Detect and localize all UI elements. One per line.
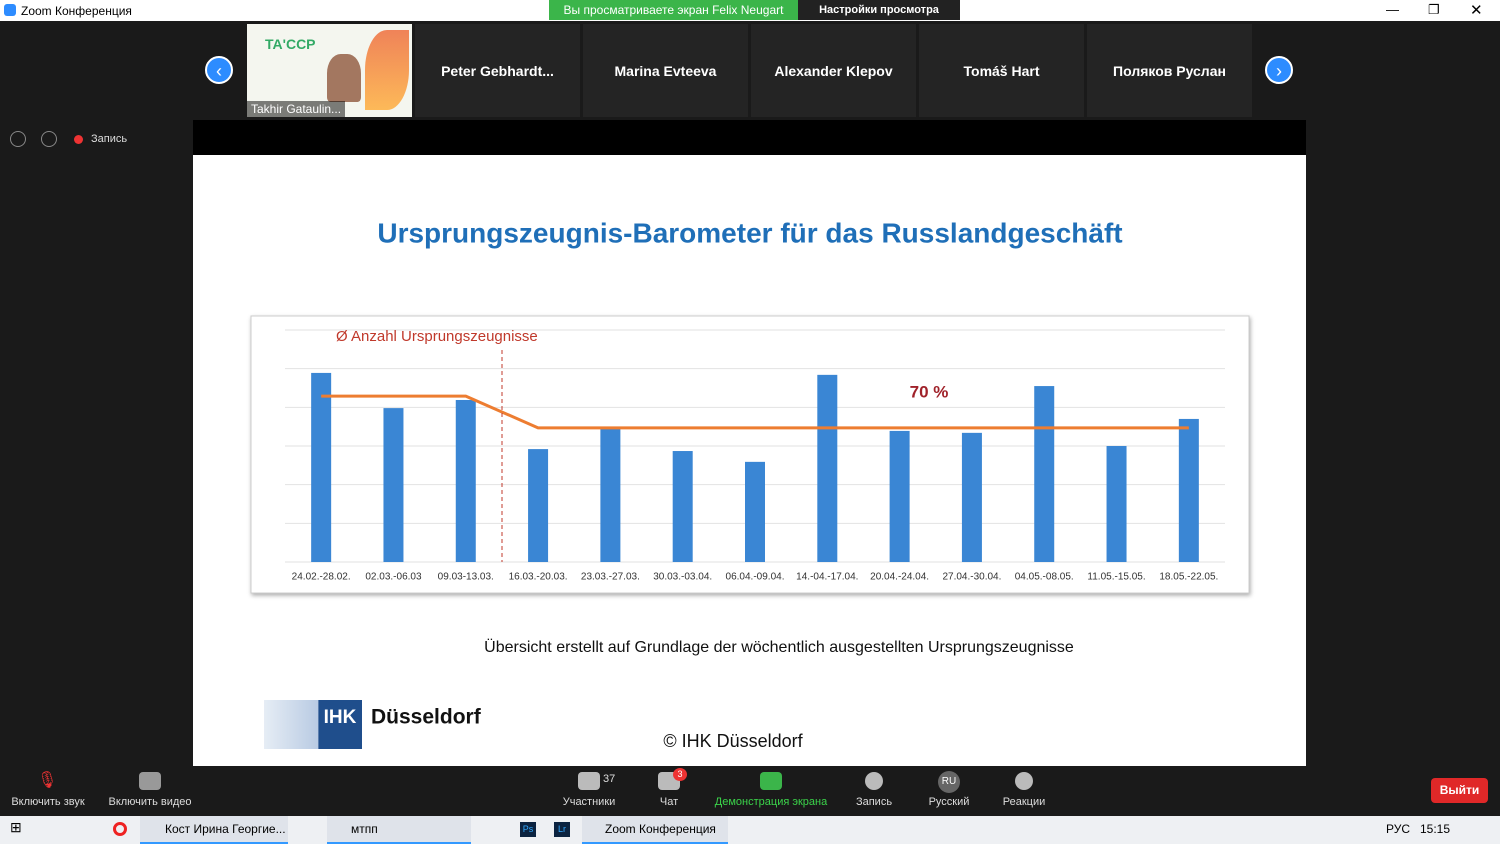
logo-abbr: IHK [324,707,357,728]
clock[interactable]: 15:15 [1420,822,1451,836]
chat-button[interactable]: Чат [659,796,679,808]
task-chrome-label: Кост Ирина Георгие... [165,822,286,836]
participant-tile[interactable]: Marina Evteeva [583,24,748,117]
participant-name: Takhir Gataulin... [247,101,346,117]
participant-name: Alexander Klepov [774,62,893,79]
share-icon[interactable] [760,772,782,790]
x-tick-label: 02.03.-06.03 [365,572,422,583]
participant-tile[interactable]: Поляков Руслан [1087,24,1252,117]
share-button[interactable]: Демонстрация экрана [714,796,828,808]
ps-icon[interactable]: Ps [520,822,536,837]
video-icon[interactable] [139,772,161,790]
bar [383,408,404,562]
toolbar [0,766,1500,816]
record-button[interactable]: Запись [855,796,893,808]
x-tick-label: 18.05.-22.05. [1159,572,1218,583]
task-zoom-label: Zoom Конференция [605,822,716,836]
minimize[interactable]: — [1386,2,1399,17]
tile-logo: TA'CCP [265,36,316,52]
bar [745,461,765,562]
person [327,54,361,102]
x-tick-label: 27.04.-30.04. [942,572,1001,583]
view-options[interactable]: Настройки просмотра [798,0,960,20]
x-tick-label: 30.03.-03.04. [653,572,712,583]
record-dot [74,135,83,144]
task-folder-label: мтпп [351,822,378,836]
input-language[interactable]: РУС [1386,822,1411,836]
bar [600,428,621,562]
reactions-icon[interactable] [1015,772,1033,790]
security-icon[interactable] [41,131,57,147]
video-button[interactable]: Включить видео [108,796,192,808]
participant-tile[interactable]: Peter Gebhardt... [415,24,580,117]
participants-button[interactable]: Участники [562,796,616,808]
language-button[interactable]: Русский [928,796,970,808]
viewing-banner: Вы просматриваете экран Felix Neugart [549,0,798,20]
participant-tile[interactable]: Alexander Klepov [751,24,916,117]
bar [1034,386,1055,562]
average-line [321,394,1189,430]
tile-decor [365,30,409,110]
x-tick-label: 16.03.-20.03. [509,572,568,583]
participants-icon[interactable] [578,772,600,790]
opera-icon[interactable] [113,822,127,836]
lr-icon[interactable]: Lr [554,822,570,837]
bar [1106,446,1127,562]
participant-name: Marina Evteeva [614,62,717,79]
copyright: © IHK Düsseldorf [663,731,803,751]
line-legend: Ø Anzahl Ursprungszeugnisse [336,328,538,345]
language-icon[interactable]: RU [938,771,960,793]
x-tick-label: 23.03.-27.03. [581,572,640,583]
bar [889,430,910,562]
footnote: Übersicht erstellt auf Grundlage der wöc… [484,638,1074,656]
task-chrome[interactable] [140,816,288,844]
bar [528,449,549,562]
participants-count: 37 [603,773,616,785]
mic-icon[interactable]: 🎙 [37,772,58,789]
participant-name: Поляков Руслан [1113,62,1226,79]
close[interactable]: ✕ [1470,2,1483,19]
x-tick-label: 24.02.-28.02. [292,572,351,583]
chart-title: Ursprungszeugnis-Barometer für das Russl… [377,217,1122,248]
x-tick-label: 11.05.-15.05. [1087,572,1145,583]
prev-page[interactable]: ‹ [205,56,233,84]
leave-button[interactable]: Выйти [1431,778,1488,803]
window-title: Zoom Конференция [21,4,132,18]
audio-button[interactable]: Включить звук [11,796,85,808]
task-zoom[interactable] [582,816,728,844]
bar [672,451,693,562]
participant-name: Tomáš Hart [963,62,1040,79]
bar [455,399,476,562]
participant-name: Peter Gebhardt... [441,62,554,79]
task-folder[interactable] [327,816,471,844]
reactions-button[interactable]: Реакции [1002,796,1046,808]
video-tile[interactable]: TA'CCP Takhir Gataulin... [247,24,412,117]
info-icon[interactable] [10,131,26,147]
x-tick-label: 04.05.-08.05. [1015,572,1074,583]
start-button[interactable]: ⊞ [10,819,22,835]
annotation: 70 % [910,382,949,401]
slide-header [193,120,1306,155]
bar [817,374,838,562]
x-tick-label: 20.04.-24.04. [870,572,929,583]
slide: Ursprungszeugnis-Barometer für das Russl… [193,155,1306,766]
record-icon[interactable] [865,772,883,790]
chat-badge: 3 [673,768,687,781]
bar [1178,418,1199,562]
x-tick-label: 06.04.-09.04. [726,572,785,583]
next-page[interactable]: › [1265,56,1293,84]
bar [961,432,982,562]
title-bar: Zoom Конференция Вы просматриваете экран… [0,0,1500,21]
logo-name: Düsseldorf [371,706,482,729]
logo-block [264,700,362,749]
recording-label: Запись [91,133,128,145]
zoom-icon [4,4,16,16]
bar [311,372,332,562]
participant-tile[interactable]: Tomáš Hart [919,24,1084,117]
restore[interactable]: ❐ [1428,2,1440,17]
x-tick-label: 09.03-13.03. [438,572,494,583]
x-tick-label: 14.-04.-17.04. [796,572,858,583]
chart: Ursprungszeugnis-Barometer für das Russl… [250,217,1250,751]
